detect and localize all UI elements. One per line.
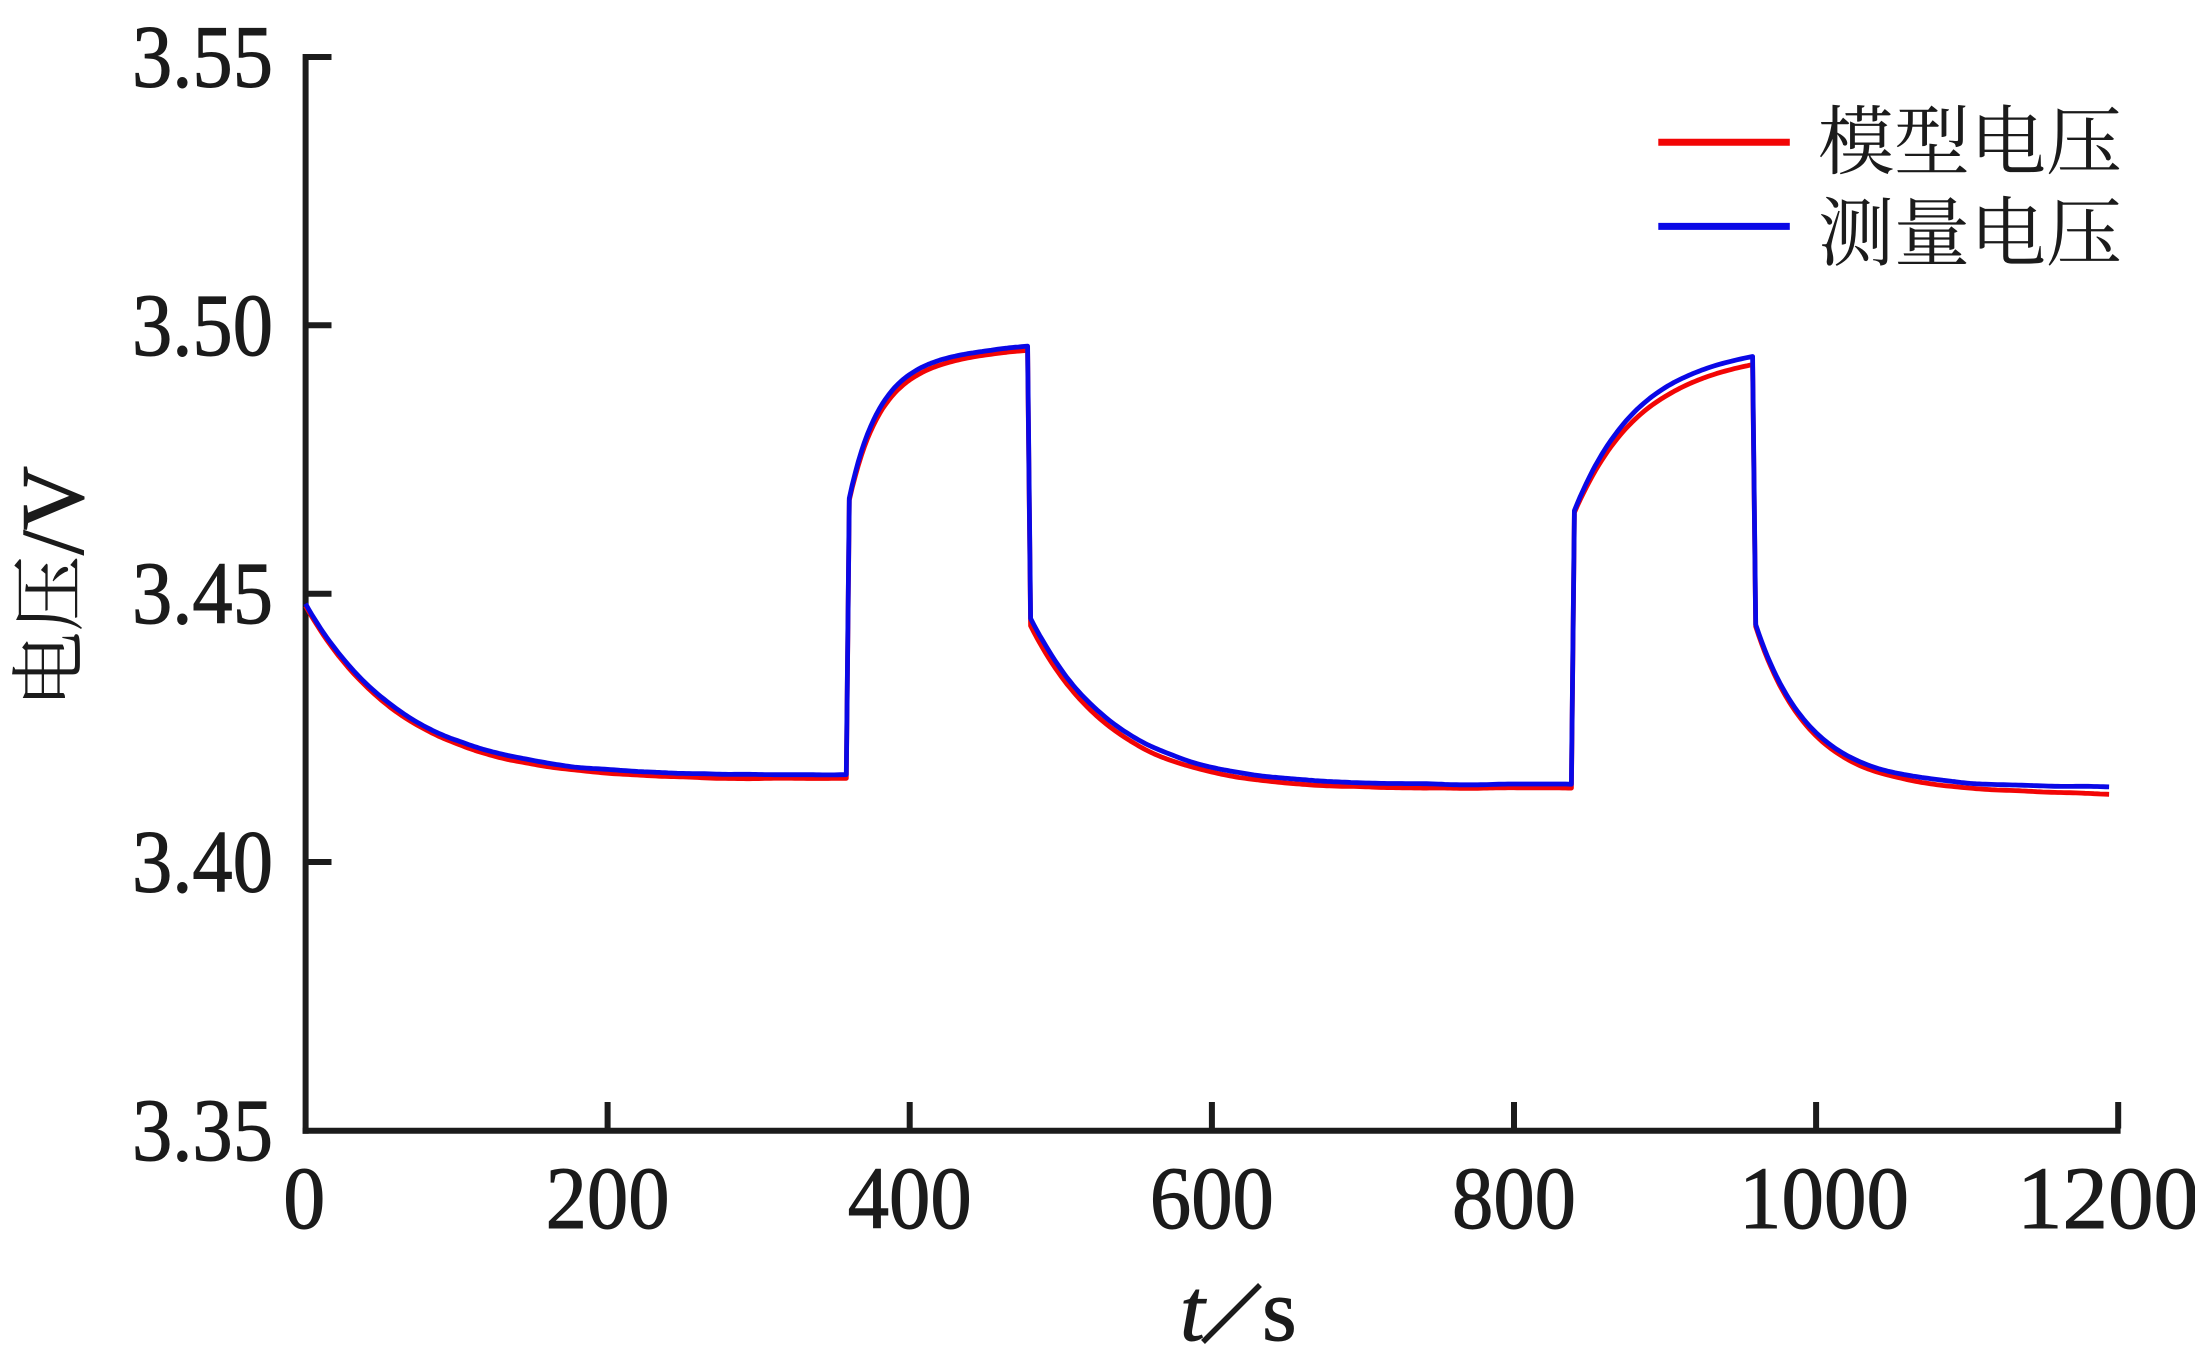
svg-text:400: 400 <box>848 1150 972 1248</box>
svg-text:0: 0 <box>283 1150 325 1248</box>
svg-text:3.55: 3.55 <box>132 9 273 107</box>
svg-text:1200: 1200 <box>2017 1150 2195 1248</box>
svg-text:/V: /V <box>5 466 103 555</box>
svg-text:3.40: 3.40 <box>132 814 273 912</box>
svg-text:s: s <box>1262 1262 1297 1360</box>
svg-text:3.35: 3.35 <box>132 1082 273 1180</box>
svg-text:t: t <box>1180 1262 1207 1360</box>
svg-text:3.45: 3.45 <box>132 545 273 643</box>
svg-text:200: 200 <box>546 1150 670 1248</box>
svg-text:600: 600 <box>1150 1150 1274 1248</box>
svg-text:800: 800 <box>1452 1150 1576 1248</box>
svg-text:1000: 1000 <box>1739 1150 1909 1248</box>
svg-text:3.50: 3.50 <box>132 277 273 375</box>
